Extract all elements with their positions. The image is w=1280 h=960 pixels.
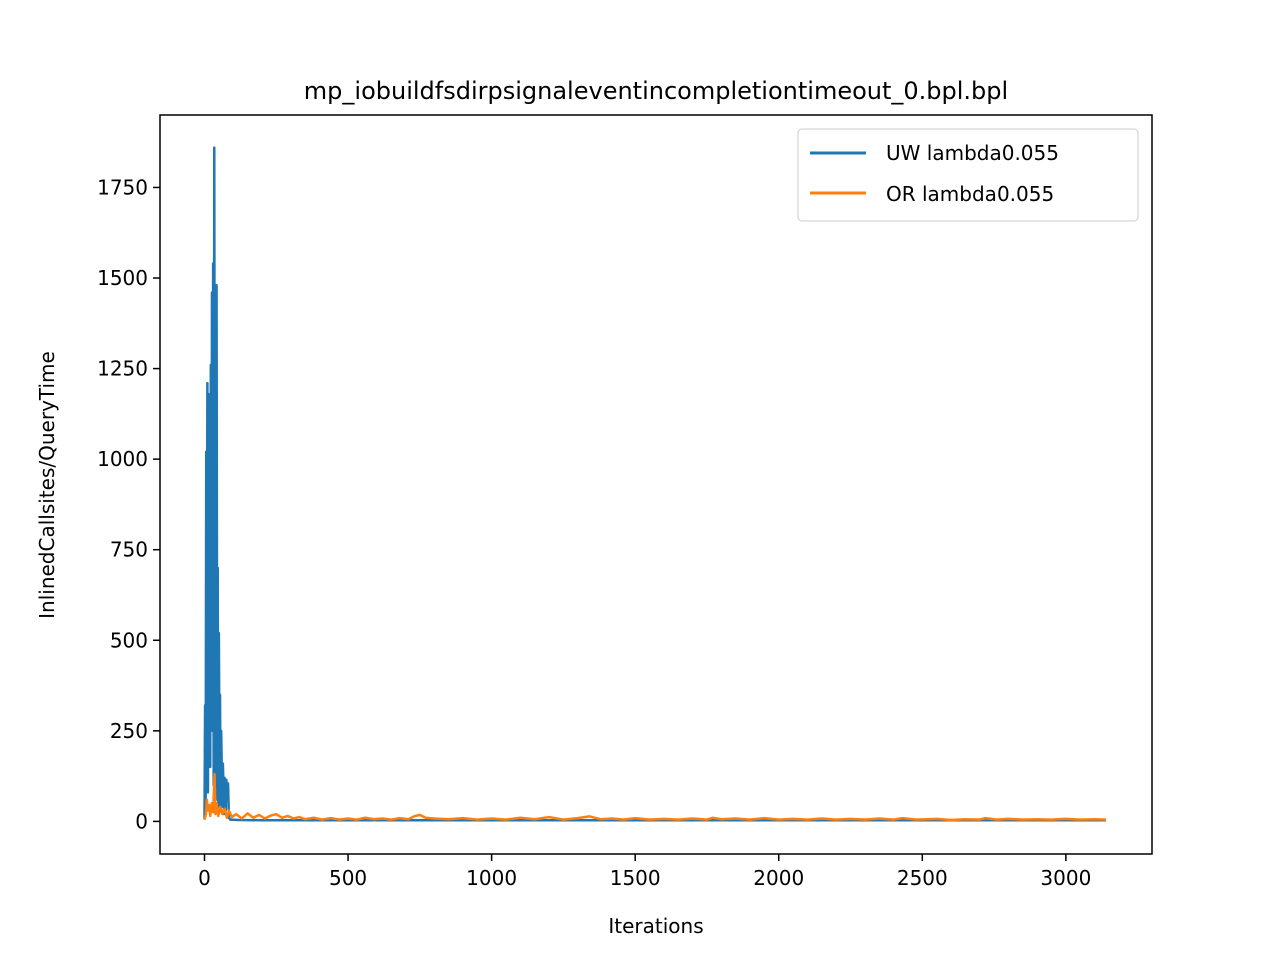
x-tick-label: 500 [329, 866, 367, 890]
y-tick-label: 1500 [97, 266, 148, 290]
y-tick-label: 1250 [97, 357, 148, 381]
plot-frame [159, 114, 1153, 855]
plot-lines [203, 146, 1107, 822]
x-tick-label: 0 [198, 866, 211, 890]
y-axis-ticks: 0 250 500 750 1000 1250 1500 1750 [97, 175, 160, 833]
x-tick-label: 3000 [1040, 866, 1091, 890]
legend-label-uw: UW lambda0.055 [886, 141, 1059, 165]
y-tick-label: 0 [135, 809, 148, 833]
y-axis-label: InlinedCallsites/QueryTime [35, 351, 59, 619]
legend: UW lambda0.055 OR lambda0.055 [797, 128, 1139, 222]
x-tick-label: 2000 [753, 866, 804, 890]
legend-label-or: OR lambda0.055 [886, 182, 1054, 206]
x-axis-ticks: 0 500 1000 1500 2000 2500 3000 [198, 854, 1091, 890]
legend-box [797, 128, 1139, 222]
y-tick-label: 750 [110, 538, 148, 562]
series-line-uw [203, 146, 1107, 822]
y-tick-label: 250 [110, 719, 148, 743]
y-tick-label: 500 [110, 628, 148, 652]
y-tick-label: 1750 [97, 175, 148, 199]
x-tick-label: 1500 [610, 866, 661, 890]
series-line-or [203, 773, 1107, 822]
y-tick-label: 1000 [97, 447, 148, 471]
x-tick-label: 1000 [466, 866, 517, 890]
chart-title: mp_iobuildfsdirpsignaleventincompletiont… [304, 77, 1008, 105]
x-tick-label: 2500 [897, 866, 948, 890]
x-axis-label: Iterations [608, 914, 703, 938]
